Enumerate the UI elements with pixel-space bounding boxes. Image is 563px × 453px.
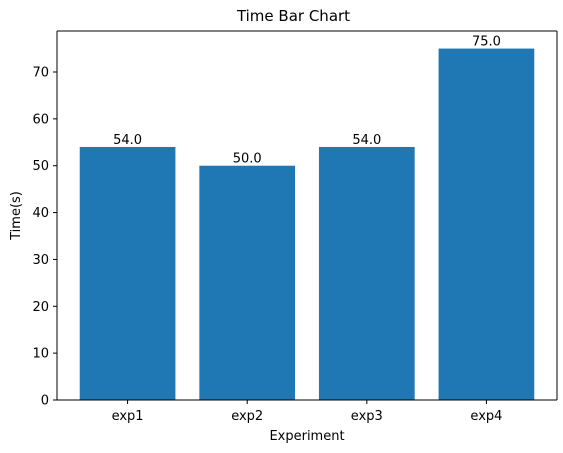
y-tick-label-30: 30 [32,253,49,268]
data-label-exp1: 54.0 [113,133,142,148]
y-tick-label-40: 40 [32,206,49,221]
bar-exp1 [79,146,176,400]
data-label-exp2: 50.0 [233,152,262,167]
y-axis-ticks: 0 10 20 30 40 50 60 70 [32,66,57,409]
axes [56,30,558,401]
bars-group [79,48,535,400]
y-axis-title: Time(s) [9,191,24,241]
y-tick-label-50: 50 [32,159,49,174]
data-label-exp3: 54.0 [352,133,381,148]
bar-exp3 [318,146,415,400]
y-tick-label-70: 70 [32,66,49,81]
x-axis-title: Experiment [269,429,344,444]
chart-title: Time Bar Chart [236,7,350,25]
bar-exp2 [199,165,296,400]
bar-exp4 [438,48,535,400]
x-tick-label-exp4: exp4 [470,409,502,424]
x-tick-label-exp2: exp2 [231,409,263,424]
data-label-exp4: 75.0 [472,35,501,50]
y-tick-label-10: 10 [32,347,49,362]
y-tick-label-0: 0 [41,394,49,409]
y-tick-label-20: 20 [32,300,49,315]
x-tick-label-exp3: exp3 [351,409,383,424]
x-tick-label-exp1: exp1 [112,409,144,424]
data-labels-group: 54.0 50.0 54.0 75.0 [113,35,501,167]
x-axis-ticks: exp1 exp2 exp3 exp4 [112,400,502,424]
y-tick-label-60: 60 [32,112,49,127]
